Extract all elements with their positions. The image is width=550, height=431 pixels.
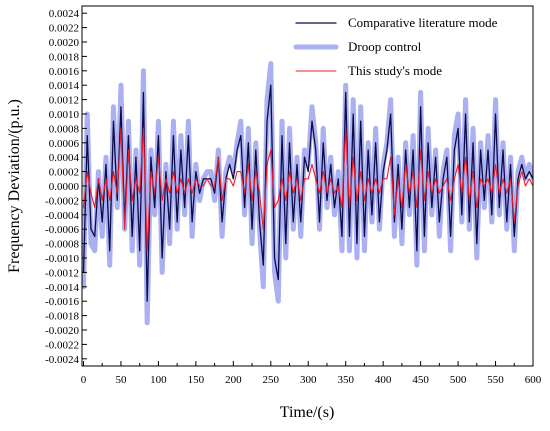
- x-tick-label: 350: [337, 374, 354, 386]
- x-tick-label: 550: [487, 374, 504, 386]
- legend-label: Comparative literature mode: [348, 15, 498, 30]
- x-tick-label: 600: [525, 374, 542, 386]
- y-tick-label: 0.0010: [49, 109, 80, 121]
- y-tick-label: 0.0020: [49, 37, 80, 49]
- x-tick-label: 500: [450, 374, 467, 386]
- legend-label: This study's mode: [348, 63, 442, 78]
- y-tick-label: 0.0012: [49, 95, 79, 107]
- x-tick-label: 400: [375, 374, 392, 386]
- y-tick-label: -0.0004: [45, 210, 79, 222]
- y-tick-label: 0.0006: [49, 138, 80, 150]
- y-tick-label: 0.0022: [49, 23, 79, 35]
- y-tick-label: -0.0022: [45, 339, 79, 351]
- y-tick-label: 0.0008: [49, 123, 80, 135]
- legend: Comparative literature mode Droop control…: [286, 9, 531, 83]
- x-tick-label: 450: [412, 374, 429, 386]
- x-tick-label: 300: [300, 374, 317, 386]
- y-tick-label: 0.0016: [49, 66, 80, 78]
- y-tick-label: 0.0002: [49, 167, 79, 179]
- x-tick-label: 100: [150, 374, 167, 386]
- x-tick-label: 150: [188, 374, 205, 386]
- y-tick-label: -0.0006: [45, 224, 79, 236]
- x-tick-label: 200: [225, 374, 242, 386]
- y-tick-label: -0.0020: [45, 325, 79, 337]
- y-tick-label: -0.0016: [45, 296, 79, 308]
- series-layer: [82, 61, 533, 326]
- y-tick-label: 0.0014: [49, 80, 80, 92]
- x-axis: 0 50 100 150 200 250 300 350 400 450 500 550 600: [81, 361, 542, 386]
- legend-item-droop-control: Droop control: [293, 39, 422, 54]
- x-tick-label: 0: [81, 374, 87, 386]
- x-tick-label: 250: [263, 374, 280, 386]
- legend-item-comparative-literature-mode: Comparative literature mode: [295, 15, 498, 30]
- y-axis-title: Frequency Deviation/(p.u.): [6, 99, 23, 273]
- x-tick-label: 50: [115, 374, 127, 386]
- y-tick-label: -0.0012: [45, 267, 79, 279]
- y-tick-label: -0.0002: [45, 195, 79, 207]
- y-tick-label: -0.0008: [45, 239, 79, 251]
- y-tick-label: 0.0018: [49, 51, 80, 63]
- y-tick-label: 0.0024: [49, 8, 80, 20]
- legend-item-this-study-mode: This study's mode: [295, 63, 442, 78]
- y-tick-label: -0.0018: [45, 311, 79, 323]
- series-this-study-mode: [82, 127, 533, 252]
- y-axis: -0.0024 -0.0022 -0.0020 -0.0018 -0.0016 -0.00…: [45, 8, 87, 366]
- y-tick-label: 0.0000: [49, 181, 80, 193]
- legend-label: Droop control: [348, 39, 422, 54]
- y-tick-label: -0.0010: [45, 253, 79, 265]
- y-tick-label: -0.0014: [45, 282, 79, 294]
- y-tick-label: 0.0004: [49, 152, 80, 164]
- y-tick-label: -0.0024: [45, 354, 79, 366]
- x-axis-title: Time/(s): [280, 404, 335, 421]
- series-comparative-literature-mode: [82, 84, 533, 302]
